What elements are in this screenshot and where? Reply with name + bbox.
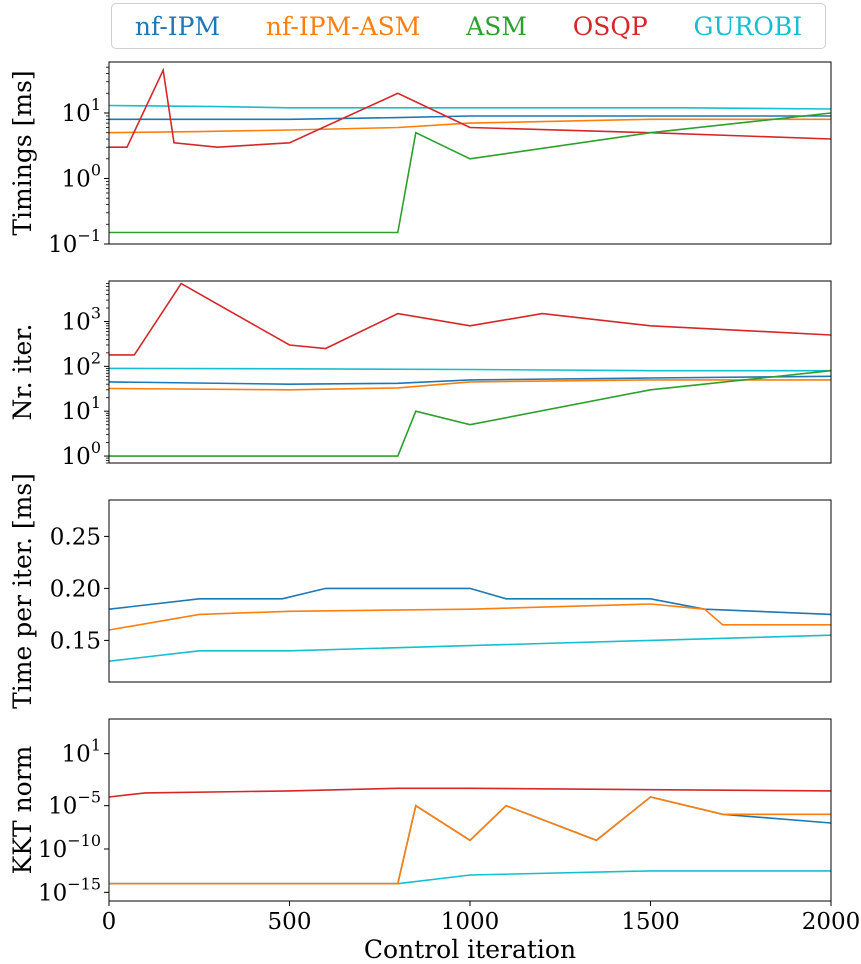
y-axis-label: Time per iter. [ms] bbox=[8, 473, 37, 709]
y-axis-label: Nr. iter. bbox=[8, 324, 37, 421]
series-line-nf-ipm bbox=[109, 375, 831, 386]
series-line-nf-ipm-asm bbox=[109, 379, 831, 391]
series-line-asm bbox=[109, 369, 831, 457]
plot-frame bbox=[108, 499, 832, 683]
plot-frame bbox=[108, 61, 832, 245]
panel-nr-iter-: 100 101 102 103 Nr. iter. bbox=[8, 280, 832, 470]
series-line-gurobi bbox=[109, 104, 831, 110]
y-tick-label: 101 bbox=[62, 95, 101, 127]
y-tick-label: 102 bbox=[62, 348, 101, 380]
series-line-osqp bbox=[109, 282, 831, 356]
x-tick-label: 0 bbox=[102, 909, 117, 935]
series-line-gurobi bbox=[109, 870, 831, 885]
series-line-osqp bbox=[109, 787, 831, 798]
y-tick-label: 101 bbox=[62, 393, 101, 425]
y-tick-label: 0.25 bbox=[50, 524, 101, 550]
series-line-asm bbox=[109, 112, 831, 234]
y-tick-label: 0.15 bbox=[50, 628, 101, 654]
legend-entry-asm: ASM bbox=[466, 11, 527, 41]
y-tick-label: 100 bbox=[62, 160, 101, 192]
y-axis-label: Timings [ms] bbox=[8, 70, 37, 235]
y-tick-label: 100 bbox=[62, 438, 101, 470]
series-line-gurobi bbox=[109, 634, 831, 662]
y-tick-label: 103 bbox=[62, 304, 101, 336]
x-tick-label: 500 bbox=[268, 909, 312, 935]
y-tick-label: 10−15 bbox=[38, 874, 101, 906]
legend-entry-gurobi: GUROBI bbox=[693, 11, 803, 41]
y-axis-label: KKT norm bbox=[8, 745, 37, 874]
series-line-gurobi bbox=[109, 367, 831, 372]
legend-entry-nf-ipm-asm: nf-IPM-ASM bbox=[265, 11, 421, 41]
series-line-nf-ipm-asm bbox=[109, 796, 831, 885]
plot-frame bbox=[108, 718, 832, 902]
panel-kkt-norm: 10−15 10−10 10−5 101 KKT norm 0 500 1000 1500 200… bbox=[8, 718, 861, 964]
series-line-nf-ipm-asm bbox=[109, 118, 831, 134]
legend-entry-nf-ipm: nf-IPM bbox=[134, 11, 221, 41]
legend: nf-IPM nf-IPM-ASM ASM OSQP GUROBI bbox=[111, 3, 826, 49]
series-line-nf-ipm bbox=[109, 587, 831, 616]
series-line-nf-ipm-asm bbox=[109, 603, 831, 631]
x-tick-label: 2000 bbox=[802, 909, 861, 935]
legend-entry-osqp: OSQP bbox=[572, 11, 648, 41]
x-tick-label: 1500 bbox=[621, 909, 680, 935]
y-tick-label: 0.20 bbox=[50, 576, 101, 602]
plot-frame bbox=[108, 280, 832, 464]
y-tick-label: 10−1 bbox=[48, 226, 101, 258]
series-line-nf-ipm bbox=[109, 115, 831, 121]
y-tick-label: 10−10 bbox=[38, 831, 101, 863]
x-tick-label: 1000 bbox=[441, 909, 500, 935]
y-tick-label: 101 bbox=[62, 736, 101, 768]
x-axis-label: Control iteration bbox=[364, 935, 576, 964]
series-line-osqp bbox=[109, 67, 831, 149]
y-tick-label: 10−5 bbox=[48, 788, 101, 820]
panel-timings-ms-: 10−1 100 101 Timings [ms] bbox=[8, 61, 832, 258]
panel-time-per-iter-ms-: 0.15 0.20 0.25 Time per iter. [ms] bbox=[8, 473, 832, 709]
